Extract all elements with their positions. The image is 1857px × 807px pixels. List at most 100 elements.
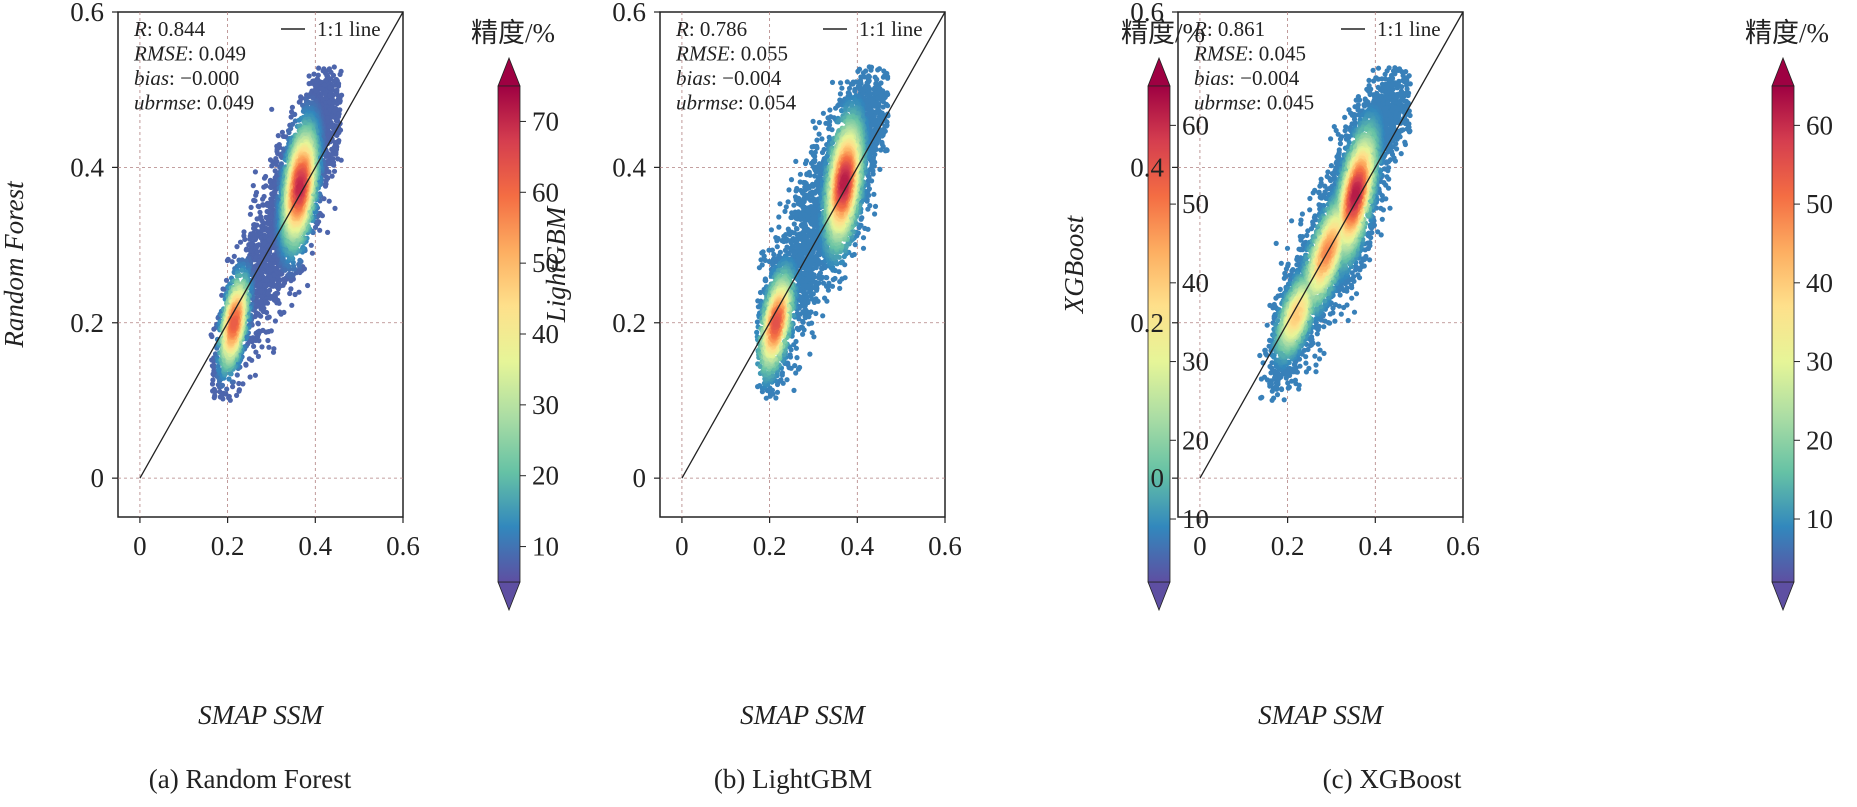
- scatter-point: [867, 78, 872, 83]
- scatter-point: [764, 396, 769, 401]
- x-tick-label: 0.4: [298, 531, 332, 561]
- scatter-point: [259, 218, 264, 223]
- scatter-point: [243, 362, 248, 367]
- scatter-point: [251, 198, 256, 203]
- scatter-point: [808, 270, 813, 275]
- scatter-point: [322, 82, 327, 87]
- scatter-point: [817, 120, 822, 125]
- scatter-point: [237, 273, 242, 278]
- scatter-point: [339, 69, 344, 74]
- scatter-point: [794, 355, 799, 360]
- scatter-point: [261, 240, 266, 245]
- scatter-point: [822, 296, 827, 301]
- scatter-point: [230, 384, 235, 389]
- scatter-point: [209, 332, 214, 337]
- scatter-point: [786, 187, 791, 192]
- scatter-point: [775, 244, 780, 249]
- scatter-point: [784, 204, 789, 209]
- scatter-point: [878, 96, 883, 101]
- scatter-point: [332, 78, 337, 83]
- scatter-point: [310, 251, 315, 256]
- scatter-point: [298, 94, 303, 99]
- scatter-point: [274, 284, 279, 289]
- scatter-point: [789, 215, 794, 220]
- scatter-point: [811, 291, 816, 296]
- scatter-point: [267, 237, 272, 242]
- scatter-point: [327, 199, 332, 204]
- scatter-point: [255, 333, 260, 338]
- scatter-point: [265, 203, 270, 208]
- scatter-point: [825, 115, 830, 120]
- scatter-point: [331, 114, 336, 119]
- scatter-point: [794, 226, 799, 231]
- scatter-point: [769, 227, 774, 232]
- scatter-point: [259, 294, 264, 299]
- scatter-point: [773, 395, 778, 400]
- scatter-point: [337, 93, 342, 98]
- stat-bias: bias: −0.000: [134, 66, 239, 90]
- scatter-point: [849, 82, 854, 87]
- scatter-point: [269, 163, 274, 168]
- scatter-point: [268, 178, 273, 183]
- colorbar-min-extend: [498, 582, 520, 610]
- scatter-point: [789, 366, 794, 371]
- scatter-point: [234, 244, 239, 249]
- y-tick-label: 0: [633, 463, 647, 493]
- scatter-point: [884, 123, 889, 128]
- scatter-point: [775, 390, 780, 395]
- scatter-point: [248, 212, 253, 217]
- scatter-point: [331, 73, 336, 78]
- scatter-point: [792, 221, 797, 226]
- scatter-point: [230, 259, 235, 264]
- scatter-point: [296, 290, 301, 295]
- scatter-point: [327, 100, 332, 105]
- x-tick-label: 0.2: [211, 531, 245, 561]
- scatter-point: [335, 101, 340, 106]
- scatter-point: [322, 68, 327, 73]
- scatter-point: [784, 245, 789, 250]
- scatter-point: [885, 103, 890, 108]
- scatter-point: [287, 271, 292, 276]
- scatter-point: [811, 144, 816, 149]
- scatter-point: [814, 138, 819, 143]
- scatter-point: [839, 86, 844, 91]
- scatter-point: [838, 91, 843, 96]
- scatter-point: [234, 393, 239, 398]
- stat-r: R: 0.844: [133, 17, 206, 41]
- scatter-point: [784, 377, 789, 382]
- scatter-point: [858, 87, 863, 92]
- scatter-point: [807, 233, 812, 238]
- scatter-point: [254, 245, 259, 250]
- scatter-point: [265, 338, 270, 343]
- scatter-point: [793, 370, 798, 375]
- scatter-point: [338, 128, 343, 133]
- scatter-point: [875, 90, 880, 95]
- scatter-point: [794, 186, 799, 191]
- x-tick-label: 0.4: [840, 531, 874, 561]
- scatter-point: [310, 95, 315, 100]
- scatter-point: [324, 109, 329, 114]
- scatter-point: [812, 223, 817, 228]
- scatter-point: [253, 193, 258, 198]
- legend-label: 1:1 line: [317, 17, 381, 41]
- scatter-point: [269, 107, 274, 112]
- scatter-point: [268, 185, 273, 190]
- scatter-point: [808, 183, 813, 188]
- scatter-point: [333, 152, 338, 157]
- y-tick-label: 0.6: [612, 0, 646, 27]
- scatter-point: [256, 354, 261, 359]
- scatter-point: [780, 372, 785, 377]
- stat-rmse: RMSE: 0.049: [133, 42, 246, 66]
- scatter-point: [804, 181, 809, 186]
- scatter-point: [257, 275, 262, 280]
- colorbar-bar: [498, 86, 520, 582]
- scatter-point: [264, 310, 269, 315]
- scatter-point: [248, 231, 253, 236]
- scatter-point: [313, 88, 318, 93]
- scatter-point: [267, 282, 272, 287]
- scatter-point: [811, 334, 816, 339]
- y-tick-label: 0.6: [70, 0, 104, 27]
- scatter-point: [827, 107, 832, 112]
